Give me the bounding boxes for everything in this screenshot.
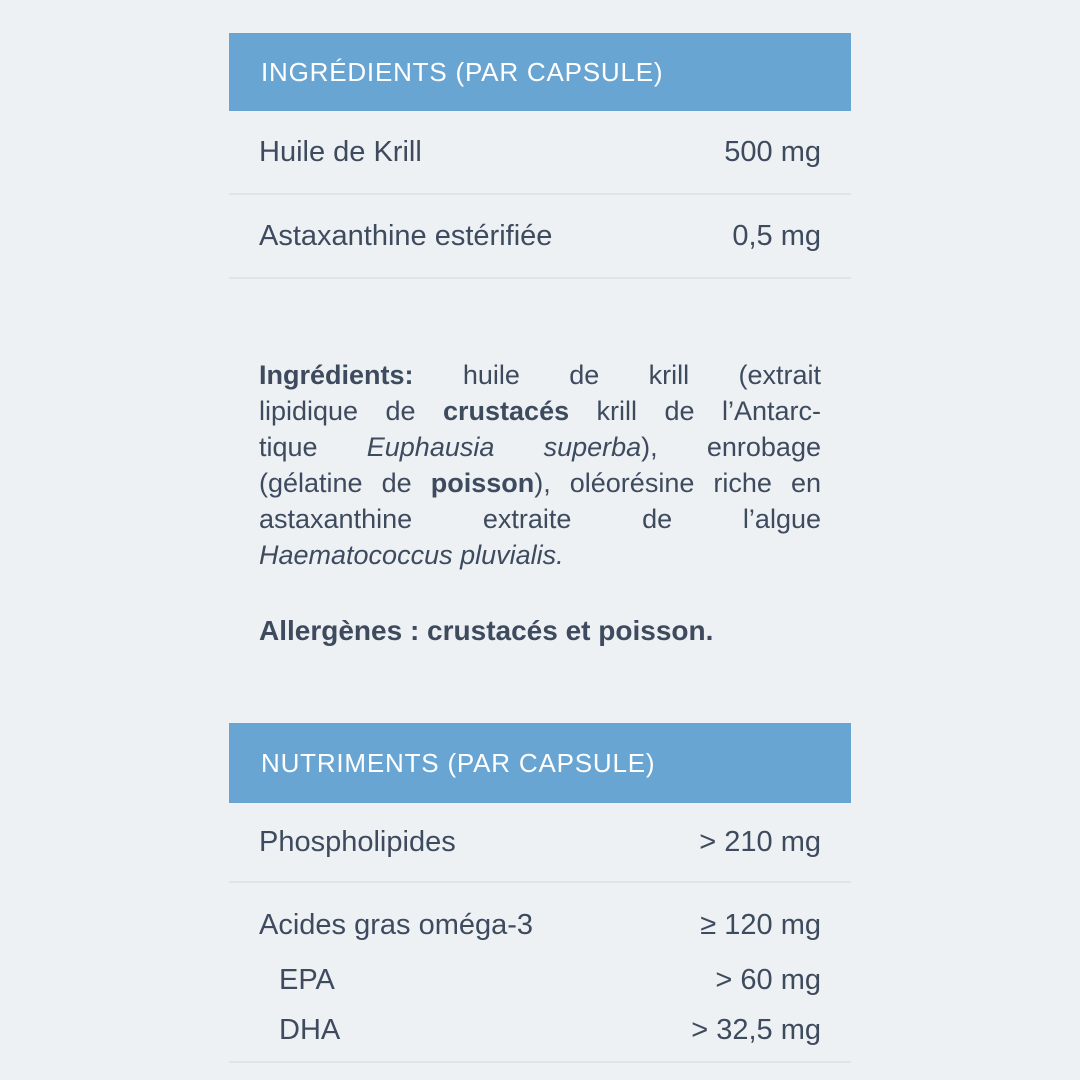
paragraph-segment: (gélatine de <box>259 468 431 498</box>
paragraph-segment: ), oléorésine riche en <box>534 468 821 498</box>
nutrients-header-title: NUTRIMENTS (PAR CAPSULE) <box>261 747 656 778</box>
paragraph-segment: astaxanthine extraite de l’algue <box>259 504 821 534</box>
table-row-dha: DHA > 32,5 mg <box>259 1005 821 1055</box>
paragraph-segment: krill de l’Antarc- <box>569 396 821 426</box>
table-row-epa: EPA > 60 mg <box>259 955 821 1005</box>
paragraph-segment: Ingrédients: <box>259 360 414 390</box>
paragraph-segment: lipidique de <box>259 396 444 426</box>
row-divider <box>229 277 851 279</box>
paragraph-segment: huile de krill (extrait <box>413 360 821 390</box>
row-label: Huile de Krill <box>259 135 422 168</box>
row-label: Phospholipides <box>259 825 456 858</box>
supplement-facts-label: INGRÉDIENTS (PAR CAPSULE) Huile de Krill… <box>229 0 851 1063</box>
paragraph-line: Ingrédients: huile de krill (extrait <box>259 357 821 393</box>
row-divider <box>229 1061 851 1063</box>
row-label: EPA <box>279 963 335 996</box>
row-label: Acides gras oméga-3 <box>259 908 534 941</box>
row-value: > 32,5 mg <box>691 1013 821 1046</box>
paragraph-segment: tique <box>259 432 367 462</box>
row-value: ≥ 120 mg <box>700 908 821 941</box>
paragraph-line: astaxanthine extraite de l’algue <box>259 501 821 537</box>
paragraph-line: lipidique de crustacés krill de l’Antarc… <box>259 393 821 429</box>
row-value: > 210 mg <box>699 825 821 858</box>
row-value: 500 mg <box>724 135 821 168</box>
row-divider <box>229 881 851 883</box>
row-divider <box>229 193 851 195</box>
ingredients-header-bar: INGRÉDIENTS (PAR CAPSULE) <box>229 33 851 111</box>
paragraph-line: tique Euphausia superba), enrobage <box>259 429 821 465</box>
paragraph-segment: crustacés <box>443 396 570 426</box>
paragraph-line: (gélatine de poisson), oléorésine riche … <box>259 465 821 501</box>
paragraph-segment: poisson <box>430 468 535 498</box>
paragraph-segment: ), enrobage <box>641 432 821 462</box>
nutrients-header-bar: NUTRIMENTS (PAR CAPSULE) <box>229 723 851 803</box>
ingredients-header-title: INGRÉDIENTS (PAR CAPSULE) <box>261 56 664 87</box>
paragraph-line: Haematococcus pluvialis. <box>259 537 821 573</box>
table-row-astaxanthine: Astaxanthine estérifiée 0,5 mg <box>229 195 851 277</box>
row-value: > 60 mg <box>715 963 821 996</box>
paragraph-segment: Haematococcus pluvialis. <box>259 540 564 570</box>
table-row-phospholipides: Phospholipides > 210 mg <box>229 803 851 881</box>
ingredients-paragraph: Ingrédients: huile de krill (extrait lip… <box>259 357 821 573</box>
table-row-omega3: Acides gras oméga-3 ≥ 120 mg <box>259 895 821 955</box>
allergens-line: Allergènes : crustacés et poisson. <box>259 615 714 646</box>
table-row-huile-de-krill: Huile de Krill 500 mg <box>229 111 851 193</box>
omega3-group: Acides gras oméga-3 ≥ 120 mg EPA > 60 mg… <box>229 883 851 1061</box>
row-label: Astaxanthine estérifiée <box>259 219 553 252</box>
row-value: 0,5 mg <box>732 219 821 252</box>
nutrients-panel: NUTRIMENTS (PAR CAPSULE) Phospholipides … <box>229 723 851 1063</box>
row-label: DHA <box>279 1013 341 1046</box>
ingredients-panel: INGRÉDIENTS (PAR CAPSULE) Huile de Krill… <box>229 33 851 279</box>
paragraph-segment: Euphausia superba <box>366 432 642 462</box>
